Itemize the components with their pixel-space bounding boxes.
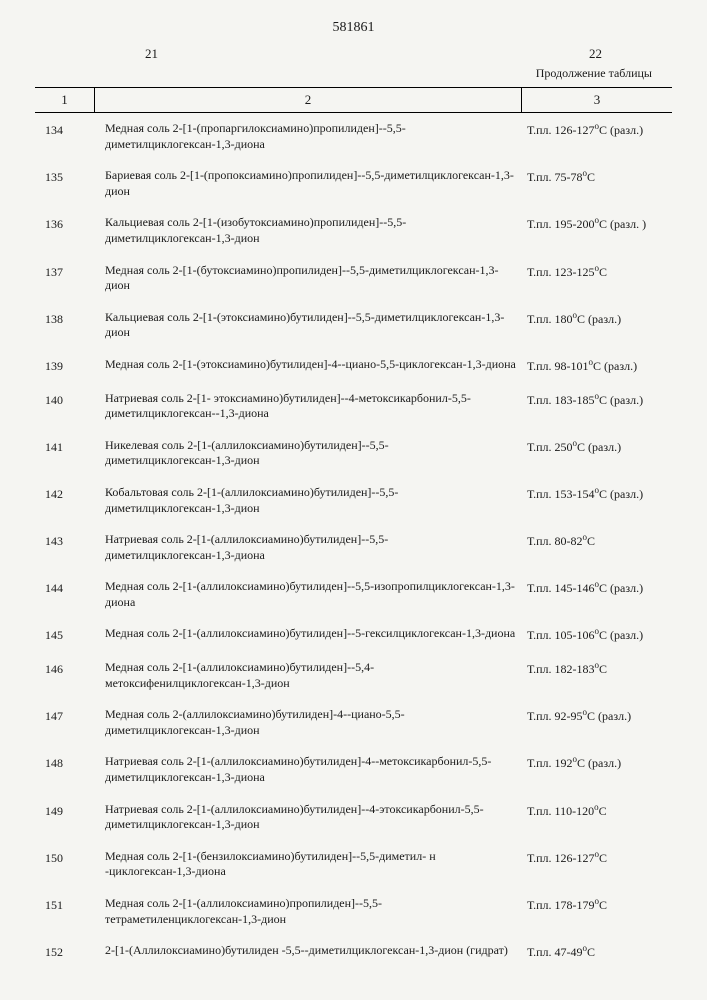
compound-name: Медная соль 2-[1-(пропаргилоксиамино)про… [95,121,522,152]
melting-point: Т.пл. 183-185oC (разл.) [522,391,672,422]
row-number: 150 [35,849,95,880]
melting-point: Т.пл. 195-200oC (разл. ) [522,215,672,246]
row-number: 134 [35,121,95,152]
table-row: 140Натриевая соль 2-[1- этоксиамино)бути… [35,383,672,430]
compound-name: Никелевая соль 2-[1-(аллилоксиамино)бути… [95,438,522,469]
document-number: 581861 [35,20,672,36]
row-number: 141 [35,438,95,469]
row-number: 140 [35,391,95,422]
melting-point: Т.пл. 180oC (разл.) [522,310,672,341]
melting-point: Т.пл. 126-127oC [522,849,672,880]
melting-point: Т.пл. 98-101oC (разл.) [522,357,672,375]
compound-name: 2-[1-(Аллилоксиамино)бутилиден -5,5--дим… [95,943,522,961]
compound-name: Медная соль 2-[1-(аллилоксиамино)бутилид… [95,660,522,691]
table-row: 147Медная соль 2-(аллилоксиамино)бутилид… [35,699,672,746]
compound-name: Натриевая соль 2-[1-(аллилоксиамино)бути… [95,802,522,833]
header-col2: 2 [95,88,522,112]
table-row: 139Медная соль 2-[1-(этоксиамино)бутилид… [35,349,672,383]
table-row: 150Медная соль 2-[1-(бензилоксиамино)бут… [35,841,672,888]
melting-point: Т.пл. 110-120oC [522,802,672,833]
table-row: 138Кальциевая соль 2-[1-(этоксиамино)бут… [35,302,672,349]
compound-name: Кальциевая соль 2-[1-(изобутоксиамино)пр… [95,215,522,246]
melting-point: Т.пл. 145-146oC (разл.) [522,579,672,610]
continuation-label: Продолжение таблицы [35,66,672,81]
row-number: 147 [35,707,95,738]
compound-table: 1 2 3 134Медная соль 2-[1-(пропаргилокси… [35,87,672,969]
melting-point: Т.пл. 153-154oC (разл.) [522,485,672,516]
row-number: 137 [35,263,95,294]
compound-name: Медная соль 2-[1-(этоксиамино)бутилиден]… [95,357,522,375]
row-number: 146 [35,660,95,691]
table-row: 145Медная соль 2-[1-(аллилоксиамино)бути… [35,618,672,652]
table-row: 148Натриевая соль 2-[1-(аллилоксиамино)б… [35,746,672,793]
row-number: 139 [35,357,95,375]
table-row: 134Медная соль 2-[1-(пропаргилоксиамино)… [35,113,672,160]
row-number: 136 [35,215,95,246]
header-col3: 3 [522,88,672,112]
table-row: 151Медная соль 2-[1-(аллилоксиамино)проп… [35,888,672,935]
row-number: 145 [35,626,95,644]
table-row: 142Кобальтовая соль 2-[1-(аллилоксиамино… [35,477,672,524]
table-row: 146Медная соль 2-[1-(аллилоксиамино)бути… [35,652,672,699]
table-row: 1522-[1-(Аллилоксиамино)бутилиден -5,5--… [35,935,672,969]
compound-name: Бариевая соль 2-[1-(пропоксиамино)пропил… [95,168,522,199]
page-numbers: 21 22 [35,46,672,62]
melting-point: Т.пл. 92-95oC (разл.) [522,707,672,738]
compound-name: Натриевая соль 2-[1- этоксиамино)бутилид… [95,391,522,422]
row-number: 142 [35,485,95,516]
compound-name: Медная соль 2-(аллилоксиамино)бутилиден]… [95,707,522,738]
table-row: 144Медная соль 2-[1-(аллилоксиамино)бути… [35,571,672,618]
melting-point: Т.пл. 105-106oC (разл.) [522,626,672,644]
table-row: 135Бариевая соль 2-[1-(пропоксиамино)про… [35,160,672,207]
table-row: 137Медная соль 2-[1-(бутоксиамино)пропил… [35,255,672,302]
compound-name: Медная соль 2-[1-(бензилоксиамино)бутили… [95,849,522,880]
melting-point: Т.пл. 250oC (разл.) [522,438,672,469]
melting-point: Т.пл. 80-82oC [522,532,672,563]
row-number: 149 [35,802,95,833]
compound-name: Медная соль 2-[1-(аллилоксиамино)бутилид… [95,626,522,644]
table-header: 1 2 3 [35,87,672,113]
row-number: 138 [35,310,95,341]
compound-name: Натриевая соль 2-[1-(аллилоксиамино)бути… [95,754,522,785]
row-number: 148 [35,754,95,785]
row-number: 152 [35,943,95,961]
table-row: 141Никелевая соль 2-[1-(аллилоксиамино)б… [35,430,672,477]
melting-point: Т.пл. 123-125oC [522,263,672,294]
compound-name: Медная соль 2-[1-(бутоксиамино)пропилиде… [95,263,522,294]
compound-name: Кобальтовая соль 2-[1-(аллилоксиамино)бу… [95,485,522,516]
row-number: 144 [35,579,95,610]
table-row: 136Кальциевая соль 2-[1-(изобутоксиамино… [35,207,672,254]
page-left: 21 [145,46,158,62]
row-number: 143 [35,532,95,563]
compound-name: Натриевая соль 2-[1-(аллилоксиамино)бути… [95,532,522,563]
row-number: 151 [35,896,95,927]
row-number: 135 [35,168,95,199]
compound-name: Медная соль 2-[1-(аллилоксиамино)бутилид… [95,579,522,610]
melting-point: Т.пл. 126-127oC (разл.) [522,121,672,152]
compound-name: Кальциевая соль 2-[1-(этоксиамино)бутили… [95,310,522,341]
compound-name: Медная соль 2-[1-(аллилоксиамино)пропили… [95,896,522,927]
melting-point: Т.пл. 47-49oC [522,943,672,961]
table-row: 149Натриевая соль 2-[1-(аллилоксиамино)б… [35,794,672,841]
melting-point: Т.пл. 182-183oC [522,660,672,691]
melting-point: Т.пл. 192oC (разл.) [522,754,672,785]
melting-point: Т.пл. 75-78oC [522,168,672,199]
melting-point: Т.пл. 178-179oC [522,896,672,927]
page-right: 22 [589,46,602,62]
table-row: 143Натриевая соль 2-[1-(аллилоксиамино)б… [35,524,672,571]
header-col1: 1 [35,88,95,112]
